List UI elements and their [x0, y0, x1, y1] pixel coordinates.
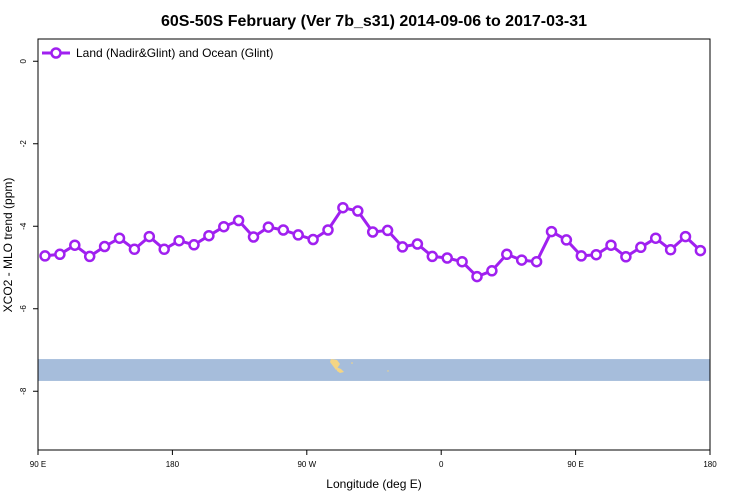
data-point [262, 221, 275, 233]
y-axis-label: XCO2 - MLO trend (ppm) [1, 178, 15, 313]
x-axis-label: Longitude (deg E) [326, 477, 421, 491]
data-point [575, 250, 588, 262]
data-point [69, 239, 81, 251]
data-point [694, 244, 707, 257]
data-point [426, 250, 439, 263]
data-point [515, 254, 528, 266]
data-point [560, 234, 573, 246]
data-point [605, 239, 617, 251]
x-tick-label: 180 [703, 460, 717, 469]
data-point [39, 250, 51, 262]
data-point [173, 234, 185, 247]
data-point [83, 250, 96, 263]
y-axis: 0 -2 -4 -6 -8 [19, 58, 38, 395]
map-strip [38, 359, 710, 381]
data-point [381, 224, 394, 237]
land-patch [330, 359, 340, 370]
x-tick-label: 0 [439, 460, 444, 469]
data-point [471, 270, 483, 283]
data-point [188, 239, 200, 251]
data-point [486, 265, 498, 277]
data-point [143, 230, 156, 243]
data-point [158, 243, 170, 256]
data-point [620, 251, 632, 263]
series-line [44, 206, 702, 279]
data-point [664, 244, 677, 256]
data-point [54, 248, 66, 261]
land-patch [336, 367, 344, 373]
land-patches [330, 359, 389, 373]
y-tick-label: 0 [19, 58, 28, 63]
y-tick-label: -2 [19, 140, 28, 148]
data-point [590, 248, 602, 261]
x-tick-label: 90 E [567, 460, 583, 469]
y-tick-label: -4 [19, 222, 28, 230]
plot-frame [37, 38, 711, 451]
data-point [307, 233, 319, 246]
data-point [411, 238, 424, 250]
data-point [277, 224, 290, 236]
ocean-band [38, 359, 710, 381]
data-point [679, 230, 692, 243]
x-axis: 90 E 180 90 W 0 90 E 180 [30, 450, 717, 469]
x-tick-label: 180 [166, 460, 180, 469]
data-point [232, 214, 245, 227]
data-point [545, 225, 558, 238]
data-point [441, 252, 453, 264]
data-point [128, 243, 141, 256]
land-patch [387, 370, 389, 372]
data-point [530, 255, 543, 268]
x-tick-label: 90 E [30, 460, 46, 469]
legend-label: Land (Nadir&Glint) and Ocean (Glint) [76, 46, 273, 60]
data-point [366, 226, 379, 238]
y-tick-label: -6 [19, 305, 28, 313]
data-point [456, 255, 468, 268]
data-point [352, 205, 364, 217]
data-point [337, 201, 349, 214]
data-point [649, 232, 662, 244]
data-point [247, 231, 260, 243]
legend: Land (Nadir&Glint) and Ocean (Glint) [42, 46, 273, 60]
chart-title: 60S-50S February (Ver 7b_s31) 2014-09-06… [161, 13, 587, 30]
data-point [501, 248, 513, 261]
data-point [635, 241, 647, 254]
data-point [98, 240, 111, 253]
series-layer [39, 201, 707, 283]
land-patch [351, 362, 353, 364]
data-point [218, 220, 230, 233]
x-tick-label: 90 W [297, 460, 316, 469]
data-point [322, 224, 334, 236]
data-point [292, 229, 304, 241]
legend-marker-swatch [50, 47, 62, 59]
data-point [203, 229, 215, 242]
data-point [113, 232, 126, 244]
y-tick-label: -8 [19, 387, 28, 395]
data-point [396, 241, 409, 253]
